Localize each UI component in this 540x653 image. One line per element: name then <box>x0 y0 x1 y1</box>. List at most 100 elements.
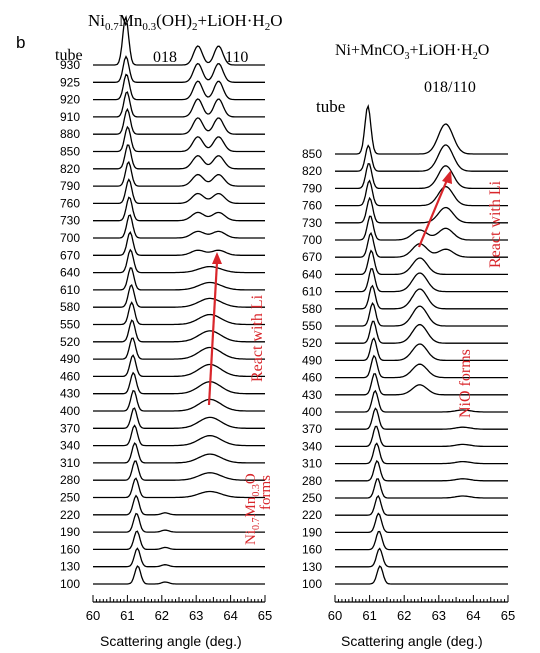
right-nio-forms-label: NiO forms <box>457 349 474 418</box>
left-diffraction-trace-460 <box>93 354 265 378</box>
left-temperature-label: 820 <box>60 162 80 176</box>
left-diffraction-trace-640 <box>93 248 265 274</box>
left-temperature-label: 610 <box>60 283 80 297</box>
left-temperature-label: 520 <box>60 335 80 349</box>
left-temperature-label: 460 <box>60 369 80 383</box>
right-diffraction-trace-100 <box>335 565 508 585</box>
right-diffraction-trace-670 <box>335 231 508 258</box>
left-diffraction-trace-880 <box>93 107 265 135</box>
left-diffraction-trace-280 <box>93 460 265 481</box>
left-diffraction-trace-580 <box>93 283 265 308</box>
left-x-tick-label: 61 <box>120 608 134 623</box>
left-peak-018-label: 018 <box>153 49 177 66</box>
left-diffraction-trace-670 <box>93 231 265 256</box>
left-diffraction-trace-610 <box>93 267 265 291</box>
right-temperature-label: 760 <box>302 199 322 213</box>
right-chart-title: Ni+MnCO3+LiOH·H2O <box>335 42 489 62</box>
right-plot-area <box>335 104 508 585</box>
left-x-tick-label: 63 <box>189 608 203 623</box>
left-diffraction-trace-820 <box>93 144 265 170</box>
left-x-tick-label: 65 <box>258 608 272 623</box>
left-temperature-label: 925 <box>60 75 80 89</box>
left-temperature-label: 490 <box>60 352 80 366</box>
left-react-with-li-label: React with Li <box>249 294 266 382</box>
left-temperature-label: 760 <box>60 196 80 210</box>
right-temperature-label: 640 <box>302 267 322 281</box>
panel-letter: b <box>16 33 25 52</box>
right-tube-label: tube <box>316 97 345 116</box>
left-temperature-label: 880 <box>60 127 80 141</box>
left-tube-label: tube <box>55 47 83 64</box>
left-temperature-label: 310 <box>60 456 80 470</box>
left-x-axis: 60 61 62 63 64 65 <box>86 595 272 623</box>
right-temperature-label: 400 <box>302 405 322 419</box>
left-x-tick-label: 62 <box>155 608 169 623</box>
right-temperature-label: 700 <box>302 233 322 247</box>
left-x-axis-label: Scattering angle (deg.) <box>100 633 242 649</box>
left-temperature-label: 640 <box>60 266 80 280</box>
left-diffraction-trace-790 <box>93 160 265 187</box>
right-temperature-label: 310 <box>302 457 322 471</box>
left-diffraction-trace-520 <box>93 319 265 343</box>
left-diffraction-trace-100 <box>93 565 265 585</box>
right-diffraction-trace-310 <box>335 442 508 465</box>
right-x-tick-label: 61 <box>362 608 376 623</box>
left-diffraction-trace-190 <box>93 512 265 533</box>
left-diffraction-trace-910 <box>93 91 265 118</box>
left-temperature-label: 430 <box>60 387 80 401</box>
left-forms-word-label: forms <box>258 475 274 510</box>
right-diffraction-trace-820 <box>335 144 508 172</box>
left-plot-area <box>93 15 265 585</box>
right-temperature-label: 610 <box>302 285 322 299</box>
right-temperature-label: 730 <box>302 216 322 230</box>
left-temperature-label: 220 <box>60 508 80 522</box>
right-temperature-label: 850 <box>302 147 322 161</box>
right-temperature-label: 790 <box>302 181 322 195</box>
right-diffraction-trace-700 <box>335 215 508 241</box>
left-diffraction-trace-920 <box>93 73 265 101</box>
left-temperature-label: 700 <box>60 231 80 245</box>
right-diffraction-trace-130 <box>335 547 508 568</box>
left-temperature-label: 550 <box>60 318 80 332</box>
right-diffraction-trace-430 <box>335 373 508 396</box>
left-x-tick-label: 60 <box>86 608 100 623</box>
left-temperature-label: 790 <box>60 179 80 193</box>
right-x-tick-label: 65 <box>501 608 515 623</box>
right-temperature-label: 550 <box>302 319 322 333</box>
left-diffraction-trace-370 <box>93 407 265 429</box>
right-diffraction-trace-280 <box>335 459 508 482</box>
left-diffraction-trace-760 <box>93 178 265 205</box>
right-diffraction-trace-610 <box>335 268 508 293</box>
right-temperature-label: 190 <box>302 525 322 539</box>
right-diffraction-trace-400 <box>335 389 508 413</box>
left-temperature-label: 580 <box>60 300 80 314</box>
left-diffraction-trace-310 <box>93 442 265 464</box>
left-reaction-arrow <box>207 252 222 406</box>
right-x-tick-label: 63 <box>432 608 446 623</box>
left-diffraction-trace-490 <box>93 337 265 360</box>
left-diffraction-trace-700 <box>93 214 265 239</box>
right-temperature-label: 430 <box>302 388 322 402</box>
right-temperature-label: 580 <box>302 302 322 316</box>
left-diffraction-trace-220 <box>93 494 265 516</box>
right-temperature-label: 100 <box>302 577 322 591</box>
right-diffraction-trace-730 <box>335 196 508 224</box>
right-temperature-label: 670 <box>302 250 322 264</box>
left-diffraction-trace-550 <box>93 301 265 326</box>
left-diffraction-trace-340 <box>93 424 265 447</box>
right-temperature-label: 370 <box>302 422 322 436</box>
right-temperature-label: 220 <box>302 508 322 522</box>
right-diffraction-trace-550 <box>335 302 508 327</box>
right-diffraction-trace-640 <box>335 249 508 276</box>
right-temperature-label: 130 <box>302 560 322 574</box>
right-x-tick-label: 62 <box>397 608 411 623</box>
left-temperature-label: 340 <box>60 439 80 453</box>
left-diffraction-trace-925 <box>93 55 265 83</box>
left-temperature-label: 730 <box>60 214 80 228</box>
left-temperature-label: 670 <box>60 248 80 262</box>
left-diffraction-trace-930 <box>93 15 265 66</box>
left-diffraction-trace-250 <box>93 477 265 499</box>
left-diffraction-trace-430 <box>93 371 265 395</box>
right-diffraction-trace-520 <box>335 320 508 344</box>
